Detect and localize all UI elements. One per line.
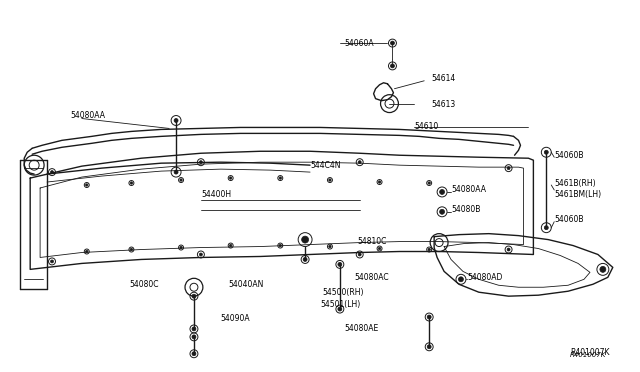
Text: 54060A: 54060A [345,39,374,48]
Circle shape [600,266,606,272]
Text: 54400H: 54400H [201,190,231,199]
Text: 54060B: 54060B [554,151,584,160]
Circle shape [427,345,431,349]
Circle shape [390,41,394,45]
Circle shape [192,327,196,331]
Circle shape [192,294,196,298]
Circle shape [338,262,342,266]
Text: 54040AN: 54040AN [228,280,264,289]
Text: 54060B: 54060B [554,215,584,224]
Text: 54080AC: 54080AC [355,273,389,282]
Circle shape [507,167,510,170]
Circle shape [180,179,182,181]
Circle shape [279,244,282,247]
Text: 54080C: 54080C [129,280,159,289]
Text: 54080AA: 54080AA [70,111,105,120]
Circle shape [230,244,232,247]
Circle shape [329,179,331,181]
Circle shape [200,161,202,164]
Text: 54810C: 54810C [358,237,387,246]
Circle shape [174,119,178,122]
Text: 544C4N: 544C4N [310,161,340,170]
Text: 5461BM(LH): 5461BM(LH) [554,190,602,199]
Circle shape [507,248,510,251]
Text: R401007K: R401007K [570,352,607,358]
Circle shape [427,315,431,319]
Circle shape [329,246,331,248]
Circle shape [200,253,202,256]
Circle shape [279,177,282,179]
Circle shape [130,248,132,251]
Text: 54080AD: 54080AD [467,273,502,282]
Circle shape [86,250,88,253]
Text: 54080AA: 54080AA [451,186,486,195]
Circle shape [544,226,548,230]
Text: 54080B: 54080B [451,205,481,214]
Circle shape [86,184,88,186]
Circle shape [192,335,196,339]
Text: 54614: 54614 [431,74,456,83]
Circle shape [428,248,430,251]
Text: 54090A: 54090A [221,314,250,324]
Circle shape [378,181,381,183]
Circle shape [301,236,308,243]
Circle shape [390,64,394,68]
Circle shape [458,277,463,282]
Text: 54500(RH): 54500(RH) [322,288,364,297]
Circle shape [378,247,381,250]
Circle shape [303,257,307,262]
Circle shape [51,171,54,174]
Text: 54501(LH): 54501(LH) [320,299,360,309]
Text: 54610: 54610 [414,122,438,131]
Text: R401007K: R401007K [570,348,610,357]
Circle shape [51,260,54,263]
Circle shape [130,182,132,184]
Circle shape [358,253,361,256]
Text: 54080AE: 54080AE [345,324,379,333]
Text: 5461B(RH): 5461B(RH) [554,179,596,187]
Circle shape [180,246,182,249]
Circle shape [174,170,178,174]
Circle shape [230,177,232,179]
Circle shape [544,150,548,154]
Text: 54613: 54613 [431,100,456,109]
Circle shape [440,209,445,214]
Circle shape [358,161,361,164]
Circle shape [192,352,196,356]
Circle shape [440,189,445,195]
Circle shape [428,182,430,184]
Circle shape [338,307,342,311]
